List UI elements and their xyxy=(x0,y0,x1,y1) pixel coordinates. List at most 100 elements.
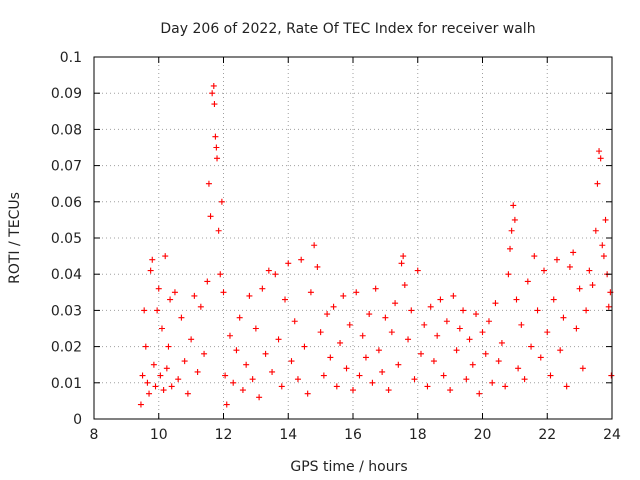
y-axis-label: ROTI / TECUs xyxy=(7,192,23,284)
data-point xyxy=(144,379,151,386)
data-point xyxy=(340,292,347,299)
data-point xyxy=(211,101,218,108)
data-point xyxy=(513,296,520,303)
data-points xyxy=(137,82,615,408)
data-point xyxy=(246,292,253,299)
axis-ticks: 8 10 12 14 16 18 20 22 24 0 0.01 0.02 0.03 0.04 0.05 0.… xyxy=(51,50,621,443)
data-point xyxy=(369,379,376,386)
data-point xyxy=(141,307,148,314)
data-point xyxy=(395,361,402,368)
data-point xyxy=(537,354,544,361)
data-point xyxy=(217,271,224,278)
data-point xyxy=(466,336,473,343)
data-point xyxy=(327,354,334,361)
data-point xyxy=(463,376,470,383)
data-point xyxy=(272,271,279,278)
data-point xyxy=(405,336,412,343)
data-point xyxy=(236,314,243,321)
y-tick-label: 0.07 xyxy=(51,159,82,175)
data-point xyxy=(524,278,531,285)
data-point xyxy=(194,368,201,375)
data-point xyxy=(388,329,395,336)
data-point xyxy=(605,303,612,310)
data-point xyxy=(375,347,382,354)
data-point xyxy=(602,216,609,223)
data-point xyxy=(511,216,518,223)
data-point xyxy=(453,347,460,354)
data-point xyxy=(256,394,263,401)
data-point xyxy=(137,401,144,408)
data-point xyxy=(589,282,596,289)
data-point xyxy=(146,390,153,397)
data-point xyxy=(167,296,174,303)
data-point xyxy=(479,329,486,336)
data-point xyxy=(220,289,227,296)
data-point xyxy=(150,361,157,368)
data-point xyxy=(608,372,615,379)
data-point xyxy=(197,303,204,310)
data-point xyxy=(599,242,606,249)
data-point xyxy=(400,253,407,260)
data-point xyxy=(239,387,246,394)
data-point xyxy=(350,387,356,394)
x-tick-label: 24 xyxy=(603,427,621,443)
data-point xyxy=(534,307,541,314)
data-point xyxy=(469,361,476,368)
data-point xyxy=(214,155,221,162)
data-point xyxy=(570,249,577,256)
x-tick-label: 8 xyxy=(90,427,99,443)
data-point xyxy=(456,325,463,332)
data-point xyxy=(450,292,457,299)
data-point xyxy=(576,285,583,292)
data-point xyxy=(437,296,444,303)
data-point xyxy=(427,303,434,310)
data-point xyxy=(269,368,276,375)
data-point xyxy=(557,347,564,354)
x-tick-label: 14 xyxy=(279,427,297,443)
data-point xyxy=(434,332,441,339)
data-point xyxy=(424,383,431,390)
data-point xyxy=(560,314,567,321)
data-point xyxy=(417,350,424,357)
data-point xyxy=(218,198,225,205)
data-point xyxy=(175,376,182,383)
data-point xyxy=(583,307,590,314)
data-point xyxy=(171,289,178,296)
data-point xyxy=(485,318,492,325)
data-point xyxy=(482,350,489,357)
data-point xyxy=(518,321,525,328)
data-point xyxy=(163,365,170,372)
data-point xyxy=(233,347,240,354)
data-point xyxy=(594,180,601,187)
x-axis-label: GPS time / hours xyxy=(290,459,407,475)
data-point xyxy=(521,376,528,383)
data-point xyxy=(158,325,165,332)
data-point xyxy=(362,354,369,361)
data-point xyxy=(249,376,256,383)
data-point xyxy=(139,372,146,379)
data-point xyxy=(366,311,373,318)
data-point xyxy=(157,372,164,379)
y-tick-label: 0.04 xyxy=(51,267,82,283)
data-point xyxy=(201,350,208,357)
data-point xyxy=(382,314,389,321)
grid-lines xyxy=(94,57,612,419)
data-point xyxy=(205,180,212,187)
data-point xyxy=(430,358,437,365)
x-tick-label: 12 xyxy=(215,427,233,443)
data-point xyxy=(411,376,418,383)
data-point xyxy=(379,368,386,375)
data-point xyxy=(307,289,314,296)
data-point xyxy=(147,267,154,274)
y-tick-label: 0.06 xyxy=(51,195,82,211)
data-point xyxy=(414,267,421,274)
data-point xyxy=(213,144,220,151)
data-point xyxy=(298,256,305,263)
data-point xyxy=(421,321,428,328)
data-point xyxy=(204,278,211,285)
data-point xyxy=(278,383,285,390)
x-tick-label: 10 xyxy=(150,427,168,443)
data-point xyxy=(505,271,512,278)
data-point xyxy=(291,318,298,325)
data-point xyxy=(507,245,514,252)
